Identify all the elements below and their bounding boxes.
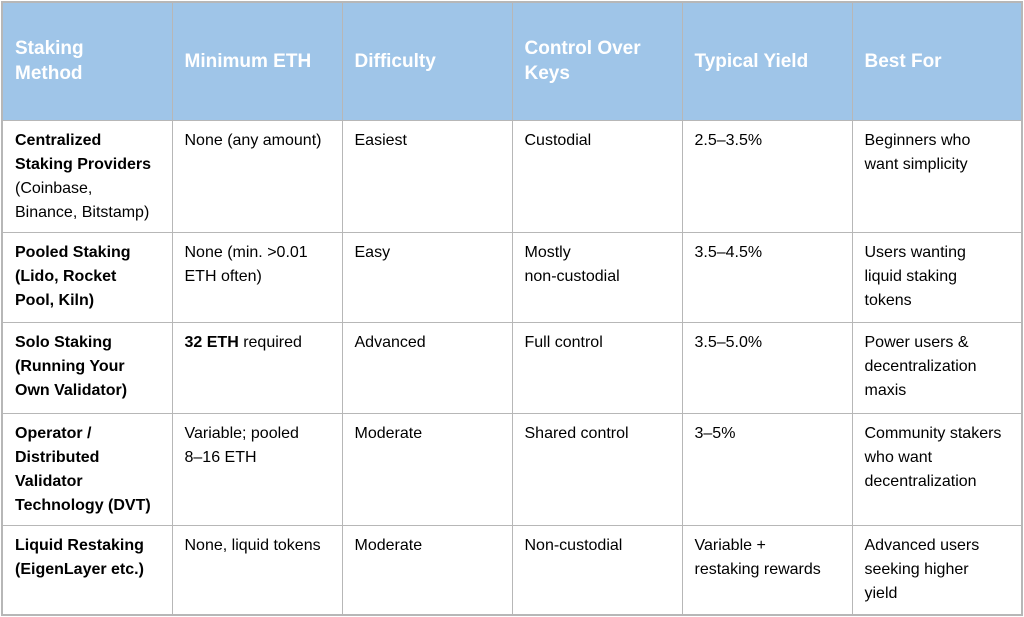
cell-text: required	[238, 333, 302, 351]
header-cell-best-for: Best For	[851, 1, 1023, 121]
cell-text: Mostly non-custodial	[524, 243, 620, 285]
cell-dvt-best-for: Community stakers who want decentralizat…	[851, 412, 1023, 526]
header-row: Staking Method Minimum ETH Difficulty Contr…	[1, 1, 1023, 121]
cell-pooled-best-for: Users wanting liquid staking tokens	[851, 231, 1023, 323]
cell-liquid-restaking-typical-yield: Variable + restaking rewards	[681, 524, 853, 616]
table-header: Staking Method Minimum ETH Difficulty Contr…	[1, 1, 1023, 121]
table-row-centralized: Centralized Staking Providers (Coinbase,…	[1, 119, 1023, 233]
header-cell-minimum-eth: Minimum ETH	[171, 1, 343, 121]
cell-text: Moderate	[354, 424, 423, 442]
table-body: Centralized Staking Providers (Coinbase,…	[1, 119, 1023, 616]
cell-centralized-minimum-eth: None (any amount)	[171, 119, 343, 233]
cell-dvt-difficulty: Moderate	[341, 412, 513, 526]
table-row-pooled: Pooled Staking (Lido, Rocket Pool, Kiln)…	[1, 231, 1023, 323]
cell-text: Custodial	[524, 131, 592, 149]
cell-centralized-best-for: Beginners who want simplicity	[851, 119, 1023, 233]
cell-text: None (min. >0.01 ETH often)	[184, 243, 308, 285]
cell-text: 2.5–3.5%	[694, 131, 763, 149]
cell-text: (Coinbase, Binance, Bitstamp)	[15, 179, 150, 221]
cell-dvt-control-over-keys: Shared control	[511, 412, 683, 526]
cell-text: Moderate	[354, 536, 423, 554]
cell-text: Variable + restaking rewards	[694, 536, 821, 578]
cell-text: Advanced users seeking higher yield	[864, 536, 980, 602]
cell-text: Easiest	[354, 131, 407, 149]
header-cell-typical-yield: Typical Yield	[681, 1, 853, 121]
cell-liquid-restaking-staking-method: Liquid Restaking (EigenLayer etc.)	[1, 524, 173, 616]
cell-pooled-control-over-keys: Mostly non-custodial	[511, 231, 683, 323]
cell-text: Easy	[354, 243, 391, 261]
cell-text: 32 ETH	[184, 333, 239, 351]
cell-text: 3.5–5.0%	[694, 333, 763, 351]
cell-text: 3–5%	[694, 424, 736, 442]
cell-centralized-difficulty: Easiest	[341, 119, 513, 233]
cell-centralized-typical-yield: 2.5–3.5%	[681, 119, 853, 233]
cell-solo-control-over-keys: Full control	[511, 321, 683, 414]
cell-text: Full control	[524, 333, 603, 351]
cell-pooled-typical-yield: 3.5–4.5%	[681, 231, 853, 323]
cell-text: Centralized Staking Providers	[15, 131, 152, 173]
cell-text: Advanced	[354, 333, 426, 351]
cell-solo-typical-yield: 3.5–5.0%	[681, 321, 853, 414]
cell-centralized-control-over-keys: Custodial	[511, 119, 683, 233]
cell-text: Power users & decentralization maxis	[864, 333, 977, 399]
cell-text: Solo Staking (Running Your Own Validator…	[15, 333, 128, 399]
cell-liquid-restaking-difficulty: Moderate	[341, 524, 513, 616]
cell-liquid-restaking-best-for: Advanced users seeking higher yield	[851, 524, 1023, 616]
table-row-liquid-restaking: Liquid Restaking (EigenLayer etc.) None, …	[1, 524, 1023, 616]
cell-centralized-staking-method: Centralized Staking Providers (Coinbase,…	[1, 119, 173, 233]
cell-text: Beginners who want simplicity	[864, 131, 971, 173]
cell-text: Operator / Distributed Validator Technol…	[15, 424, 151, 514]
cell-text: Pooled Staking (Lido, Rocket Pool, Kiln)	[15, 243, 131, 309]
cell-solo-best-for: Power users & decentralization maxis	[851, 321, 1023, 414]
cell-liquid-restaking-control-over-keys: Non-custodial	[511, 524, 683, 616]
cell-text: Users wanting liquid staking tokens	[864, 243, 966, 309]
cell-pooled-minimum-eth: None (min. >0.01 ETH often)	[171, 231, 343, 323]
header-cell-staking-method: Staking Method	[1, 1, 173, 121]
cell-text: None, liquid tokens	[184, 536, 321, 554]
cell-dvt-minimum-eth: Variable; pooled 8–16 ETH	[171, 412, 343, 526]
cell-pooled-difficulty: Easy	[341, 231, 513, 323]
cell-pooled-staking-method: Pooled Staking (Lido, Rocket Pool, Kiln)	[1, 231, 173, 323]
table-row-dvt: Operator / Distributed Validator Technol…	[1, 412, 1023, 526]
cell-dvt-staking-method: Operator / Distributed Validator Technol…	[1, 412, 173, 526]
cell-text: 3.5–4.5%	[694, 243, 763, 261]
cell-solo-difficulty: Advanced	[341, 321, 513, 414]
header-cell-difficulty: Difficulty	[341, 1, 513, 121]
cell-dvt-typical-yield: 3–5%	[681, 412, 853, 526]
cell-text: Non-custodial	[524, 536, 623, 554]
cell-text: Shared control	[524, 424, 629, 442]
cell-text: Variable; pooled 8–16 ETH	[184, 424, 299, 466]
cell-liquid-restaking-minimum-eth: None, liquid tokens	[171, 524, 343, 616]
cell-solo-staking-method: Solo Staking (Running Your Own Validator…	[1, 321, 173, 414]
table-row-solo: Solo Staking (Running Your Own Validator…	[1, 321, 1023, 414]
cell-text: None (any amount)	[184, 131, 322, 149]
cell-solo-minimum-eth: 32 ETH required	[171, 321, 343, 414]
header-cell-control-over-keys: Control Over Keys	[511, 1, 683, 121]
cell-text: Community stakers who want decentralizat…	[864, 424, 1002, 490]
cell-text: Liquid Restaking (EigenLayer etc.)	[15, 536, 144, 578]
